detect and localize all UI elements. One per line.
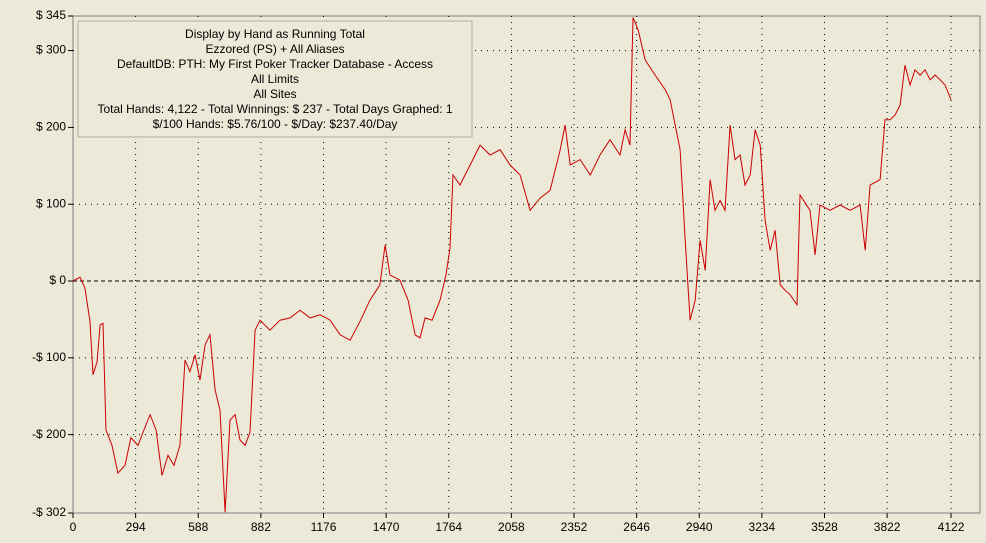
info-text: All Limits bbox=[251, 72, 299, 86]
y-tick-label: $ 345 bbox=[36, 8, 66, 22]
y-tick-label: $ 300 bbox=[36, 43, 66, 57]
x-tick-label: 0 bbox=[70, 520, 77, 534]
info-text: $/100 Hands: $5.76/100 - $/Day: $237.40/… bbox=[153, 117, 398, 131]
x-tick-label: 1764 bbox=[435, 520, 462, 534]
x-tick-label: 4122 bbox=[938, 520, 965, 534]
info-text: Display by Hand as Running Total bbox=[185, 27, 365, 41]
x-tick-label: 3528 bbox=[811, 520, 838, 534]
y-tick-label: -$ 302 bbox=[32, 505, 66, 519]
x-tick-label: 3234 bbox=[749, 520, 776, 534]
y-tick-label: $ 100 bbox=[36, 196, 66, 210]
x-tick-label: 1176 bbox=[311, 520, 337, 534]
x-tick-label: 2352 bbox=[561, 520, 588, 534]
info-box bbox=[77, 20, 473, 138]
info-text: Total Hands: 4,122 - Total Winnings: $ 2… bbox=[97, 102, 452, 116]
y-tick-label: $ 0 bbox=[49, 273, 66, 287]
y-tick-label: -$ 100 bbox=[32, 350, 66, 364]
y-tick-label: -$ 200 bbox=[32, 427, 66, 441]
data-line bbox=[72, 17, 952, 513]
info-text: All Sites bbox=[253, 87, 296, 101]
x-tick-label: 294 bbox=[126, 520, 146, 534]
x-tick-label: 882 bbox=[251, 520, 271, 534]
x-tick-label: 588 bbox=[188, 520, 208, 534]
x-tick-label: 2058 bbox=[498, 520, 525, 534]
info-text: Ezzored (PS) + All Aliases bbox=[205, 42, 344, 56]
x-tick-label: 1470 bbox=[373, 520, 400, 534]
x-tick-label: 3822 bbox=[874, 520, 901, 534]
x-tick-label: 2940 bbox=[686, 520, 713, 534]
info-text: DefaultDB: PTH: My First Poker Tracker D… bbox=[117, 57, 433, 71]
x-tick-label: 2646 bbox=[623, 520, 650, 534]
y-tick-label: $ 200 bbox=[36, 120, 66, 134]
